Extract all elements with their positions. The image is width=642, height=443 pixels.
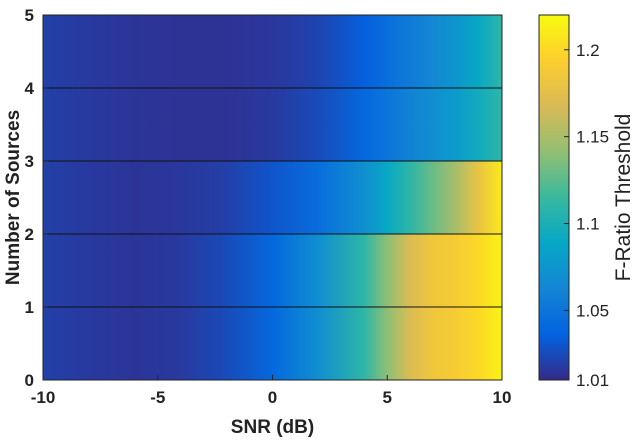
colorbar-ticks: 1.01 1.05 1.1 1.15 1.2 xyxy=(564,41,609,390)
x-tick-label: 10 xyxy=(493,388,512,407)
y-axis-ticks: 0 1 2 3 4 5 xyxy=(25,6,48,390)
colorbar-tick-label: 1.2 xyxy=(576,41,600,60)
heatmap-row-sources-3 xyxy=(43,161,502,234)
y-tick-label: 2 xyxy=(25,225,34,244)
heatmap-row-sources-5 xyxy=(43,15,502,88)
heatmap-rows xyxy=(43,15,502,380)
colorbar-tick-label: 1.05 xyxy=(576,301,609,320)
y-tick-label: 4 xyxy=(25,79,35,98)
x-tick-label: 5 xyxy=(383,388,392,407)
heatmap-row-sources-4 xyxy=(43,88,502,161)
x-axis-ticks: -10 -5 0 5 10 xyxy=(31,375,512,407)
y-tick-label: 1 xyxy=(25,298,34,317)
x-axis-label: SNR (dB) xyxy=(231,417,314,438)
colorbar-tick-label: 1.1 xyxy=(576,215,600,234)
y-axis-label: Number of Sources xyxy=(3,110,24,285)
heatmap-row-sources-2 xyxy=(43,234,502,307)
colorbar-tick-label: 1.15 xyxy=(576,128,609,147)
heatmap-row-sources-1 xyxy=(43,307,502,380)
x-tick-label: -10 xyxy=(31,388,56,407)
y-tick-label: 5 xyxy=(25,6,34,25)
colorbar-tick-label: 1.01 xyxy=(576,371,609,390)
colorbar xyxy=(538,14,570,381)
x-tick-label: 0 xyxy=(268,388,277,407)
colorbar-label: F-Ratio Threshold xyxy=(612,114,635,282)
y-tick-label: 3 xyxy=(25,152,34,171)
row-separators xyxy=(43,87,502,308)
y-tick-label: 0 xyxy=(25,371,34,390)
x-tick-label: -5 xyxy=(150,388,165,407)
